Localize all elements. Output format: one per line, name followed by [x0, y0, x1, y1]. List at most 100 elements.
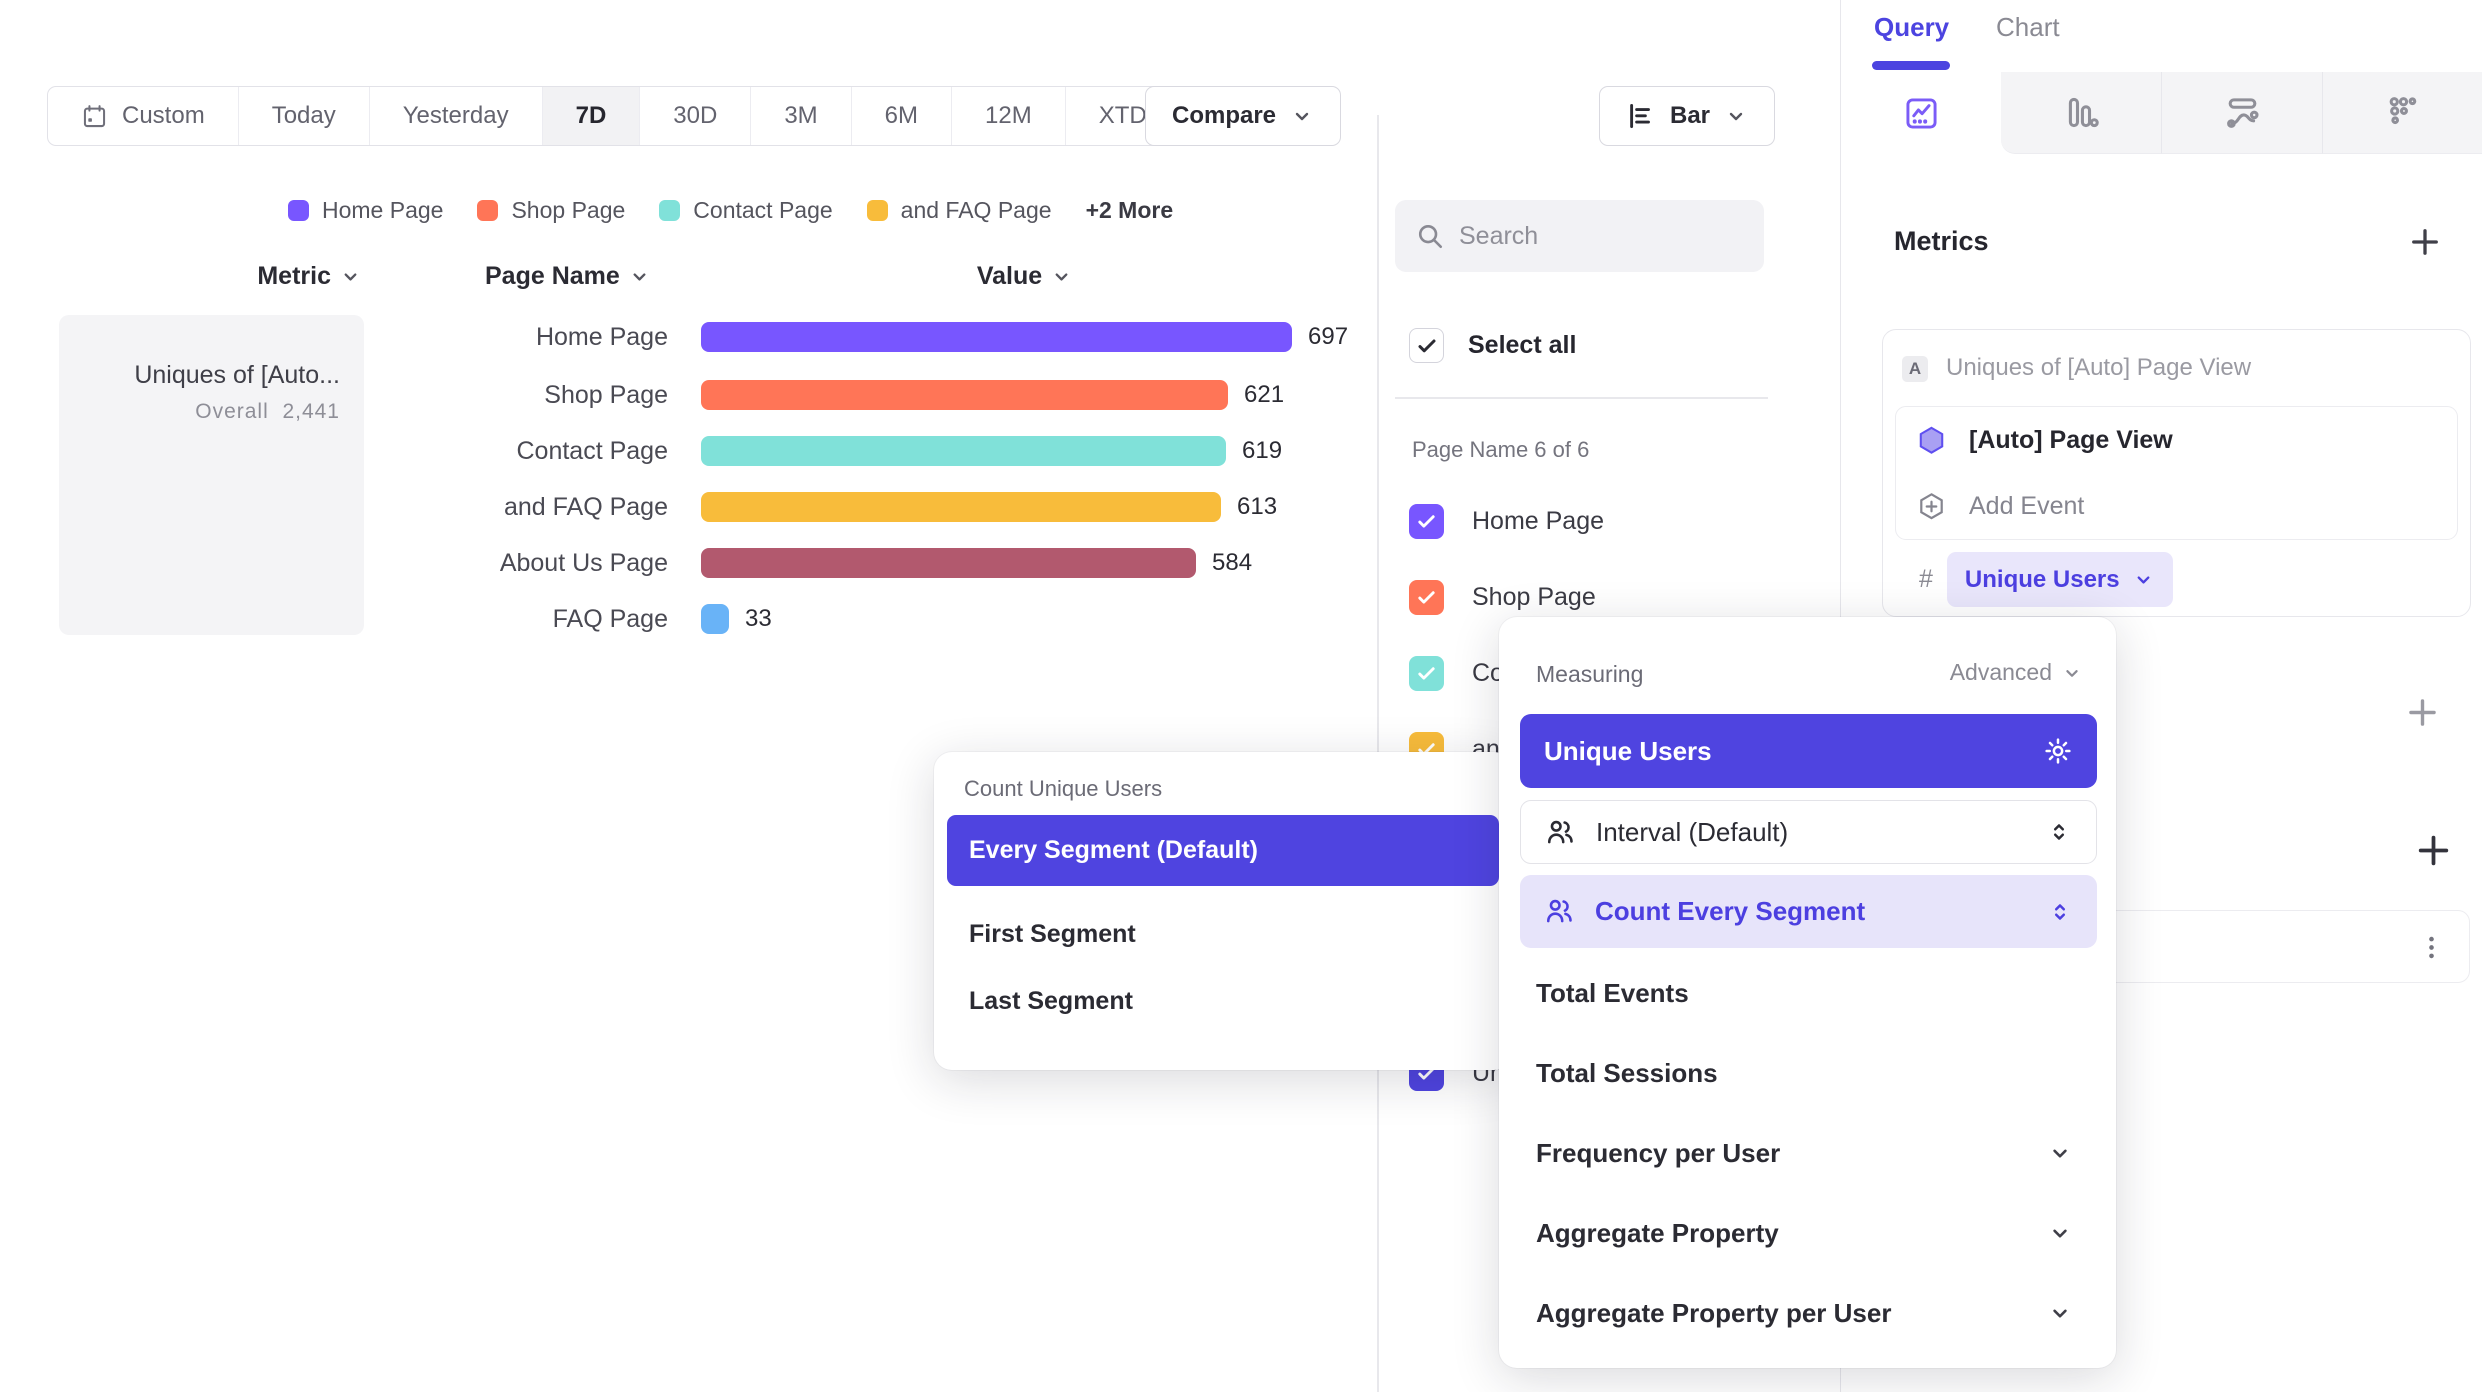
metrics-section-header: Metrics [1894, 226, 1989, 256]
measuring-option-total-sessions[interactable]: Total Sessions [1536, 1051, 2081, 1095]
checkbox-label: Home Page [1472, 507, 1605, 535]
insights-icon [1903, 95, 1940, 132]
legend-label: Shop Page [511, 197, 626, 223]
retention-icon [2385, 94, 2422, 131]
range-6m[interactable]: 6M [852, 87, 952, 145]
column-header-value[interactable]: Value [940, 262, 1110, 291]
chevron-down-icon [2132, 568, 2155, 591]
add-metric-icon[interactable] [2407, 224, 2443, 260]
range-30d[interactable]: 30D [640, 87, 752, 145]
legend-item-contact-page[interactable]: Contact Page [659, 197, 833, 224]
divider [1395, 397, 1768, 399]
select-all-label: Select all [1468, 331, 1577, 359]
segment-item-shop-page[interactable]: Shop Page [1409, 580, 1802, 616]
chevron-down-icon [2047, 1300, 2073, 1326]
chevron-down-icon [1050, 265, 1073, 288]
active-tab-underline [1872, 61, 1950, 70]
range-7d[interactable]: 7D [542, 87, 641, 145]
metric-letter-badge: A [1902, 356, 1928, 382]
metric-definition-card: A Uniques of [Auto] Page View [Auto] Pag… [1882, 329, 2471, 617]
select-all-box[interactable] [1409, 328, 1444, 363]
table-row: Contact Page 619 [0, 435, 1377, 467]
range-today[interactable]: Today [239, 87, 370, 145]
people-icon [1544, 896, 1575, 927]
compare-button[interactable]: Compare [1145, 86, 1342, 146]
count-option-every-segment-default[interactable]: Every Segment (Default) [947, 815, 1499, 886]
chart-type-select[interactable]: Bar [1599, 86, 1776, 146]
measuring-option-count-every-segment[interactable]: Count Every Segment [1520, 875, 2097, 948]
metric-title: Uniques of [Auto] Page View [1946, 354, 2252, 381]
range-custom[interactable]: Custom [48, 87, 239, 145]
measuring-option-label: Count Every Segment [1595, 896, 1866, 926]
check-icon [1415, 662, 1438, 685]
metric-card[interactable]: Uniques of [Auto... Overall 2,441 [59, 315, 364, 635]
legend-item-home-page[interactable]: Home Page [288, 197, 443, 224]
range-3m[interactable]: 3M [751, 87, 852, 145]
measuring-option-total-events[interactable]: Total Events [1536, 971, 2081, 1015]
analysis-type-tabs [1841, 72, 2482, 154]
add-filter-icon[interactable] [2404, 694, 2441, 731]
add-breakdown-icon[interactable] [2413, 830, 2454, 871]
measuring-option-frequency-per-user[interactable]: Frequency per User [1536, 1131, 2081, 1175]
hexagon-event-icon [1916, 425, 1947, 456]
count-option-first-segment[interactable]: First Segment [947, 912, 1499, 956]
measuring-option-label: Aggregate Property [1536, 1217, 1779, 1248]
bar-segment-about-us-page[interactable] [701, 548, 1196, 578]
row-category-label: Home Page [535, 323, 668, 351]
bar-segment-faq-page[interactable] [701, 604, 729, 634]
advanced-toggle[interactable]: Advanced [1950, 659, 2083, 686]
measuring-option-interval-default[interactable]: Interval (Default) [1520, 800, 2097, 864]
column-header-metric[interactable]: Metric [222, 262, 362, 291]
column-header-page-name[interactable]: Page Name [485, 262, 651, 291]
measurement-row: # Unique Users [1919, 552, 2173, 607]
legend-more[interactable]: +2 More [1085, 197, 1174, 223]
chevron-down-icon [2047, 1140, 2073, 1166]
measuring-option-aggregate-property-per-user[interactable]: Aggregate Property per User [1536, 1291, 2081, 1335]
table-row: and FAQ Page 613 [0, 491, 1377, 523]
range-label: 30D [673, 102, 718, 129]
legend-item-and-faq-page[interactable]: and FAQ Page [866, 197, 1052, 224]
range-12m[interactable]: 12M [952, 87, 1066, 145]
chart-tab-retention[interactable] [2322, 72, 2482, 154]
measuring-popup: Measuring Advanced Unique Users Interval… [1499, 617, 2116, 1368]
kebab-menu-icon[interactable] [2416, 932, 2447, 963]
chart-tab-flows[interactable] [2161, 72, 2322, 154]
chevron-down-icon [339, 265, 362, 288]
bar-segment-and-faq-page[interactable] [701, 492, 1221, 522]
count-option-last-segment[interactable]: Last Segment [947, 979, 1499, 1023]
row-category-label: Shop Page [544, 381, 668, 409]
checkbox-shop-page[interactable] [1409, 580, 1444, 615]
gear-icon[interactable] [2043, 736, 2073, 766]
calendar-icon [81, 103, 108, 130]
add-event-row[interactable]: Add Event [1896, 473, 2457, 539]
chart-tab-insights[interactable] [1841, 72, 2001, 154]
select-all-checkbox[interactable]: Select all [1409, 328, 1576, 363]
checkbox-home-page[interactable] [1409, 504, 1444, 539]
table-row: FAQ Page 33 [0, 603, 1377, 635]
legend-color-chip [659, 200, 681, 221]
legend-label: and FAQ Page [900, 197, 1052, 223]
segment-item-home-page[interactable]: Home Page [1409, 504, 1802, 540]
bar-segment-contact-page[interactable] [701, 436, 1226, 466]
measurement-pill[interactable]: Unique Users [1946, 552, 2173, 607]
chart-tab-funnels[interactable] [2001, 72, 2161, 154]
range-yesterday[interactable]: Yesterday [370, 87, 543, 145]
measuring-option-unique-users[interactable]: Unique Users [1520, 714, 2097, 788]
measuring-option-label: Interval (Default) [1596, 816, 1789, 847]
flows-icon [2224, 94, 2261, 131]
range-label: 12M [985, 102, 1032, 129]
checkbox-contact-page[interactable] [1409, 656, 1444, 691]
measuring-option-aggregate-property[interactable]: Aggregate Property [1536, 1211, 2081, 1255]
filter-group-label: Page Name 6 of 6 [1412, 437, 1590, 462]
legend-item-shop-page[interactable]: Shop Page [477, 197, 625, 224]
tab-chart[interactable]: Chart [1996, 12, 2060, 42]
bar-segment-shop-page[interactable] [701, 380, 1228, 410]
tab-query[interactable]: Query [1874, 12, 1950, 42]
row-value-label: 619 [1242, 437, 1283, 464]
row-value-label: 697 [1308, 323, 1349, 350]
bar-segment-home-page[interactable] [701, 322, 1292, 352]
search-input[interactable] [1395, 200, 1764, 272]
row-value-label: 621 [1244, 381, 1285, 408]
check-icon [1415, 586, 1438, 609]
event-row[interactable]: [Auto] Page View [1896, 407, 2457, 473]
